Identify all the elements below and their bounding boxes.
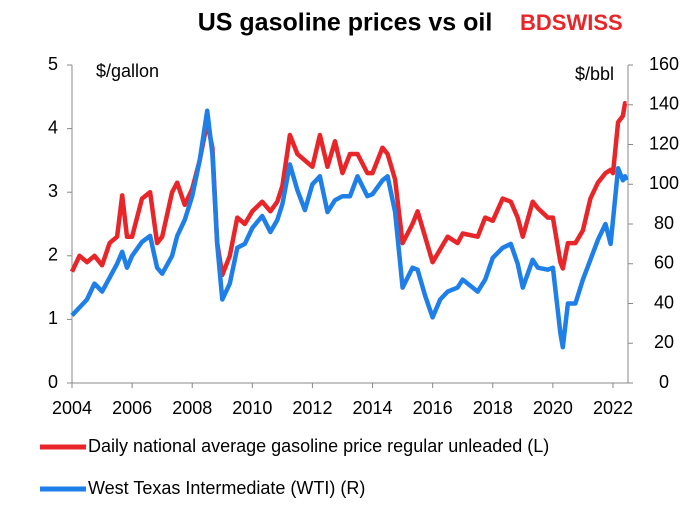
- legend-label: Daily national average gasoline price re…: [88, 436, 549, 456]
- y-tick-label: 1: [48, 308, 58, 328]
- y2-tick-label: 140: [649, 94, 679, 114]
- series-line: [69, 100, 628, 278]
- y2-tick-label: 80: [654, 213, 674, 233]
- legend-label: West Texas Intermediate (WTI) (R): [88, 478, 365, 498]
- logo: BDSWISS: [520, 10, 623, 35]
- x-tick-label: 2006: [112, 398, 152, 418]
- y2-tick-label: 160: [649, 54, 679, 74]
- x-tick-label: 2016: [413, 398, 453, 418]
- x-tick-label: 2010: [232, 398, 272, 418]
- y-axis-label: $/gallon: [96, 61, 159, 81]
- y-tick-label: 0: [48, 372, 58, 392]
- y-tick-label: 4: [48, 117, 58, 137]
- y2-tick-label: 40: [654, 292, 674, 312]
- y-tick-label: 5: [48, 54, 58, 74]
- y2-tick-label: 0: [659, 372, 669, 392]
- y-tick-label: 2: [48, 245, 58, 265]
- x-tick-label: 2012: [292, 398, 332, 418]
- chart-title: US gasoline prices vs oil: [198, 9, 493, 37]
- x-tick-label: 2018: [473, 398, 513, 418]
- y-tick-label: 3: [48, 181, 58, 201]
- x-tick-label: 2004: [52, 398, 92, 418]
- x-tick-label: 2014: [353, 398, 393, 418]
- y2-tick-label: 60: [654, 253, 674, 273]
- x-tick-label: 2020: [533, 398, 573, 418]
- y2-tick-label: 20: [654, 332, 674, 352]
- x-tick-label: 2022: [593, 398, 633, 418]
- y2-tick-label: 100: [649, 173, 679, 193]
- series-line: [70, 108, 629, 350]
- y2-axis-label: $/bbl: [575, 64, 614, 84]
- y2-tick-label: 120: [649, 133, 679, 153]
- x-tick-label: 2008: [172, 398, 212, 418]
